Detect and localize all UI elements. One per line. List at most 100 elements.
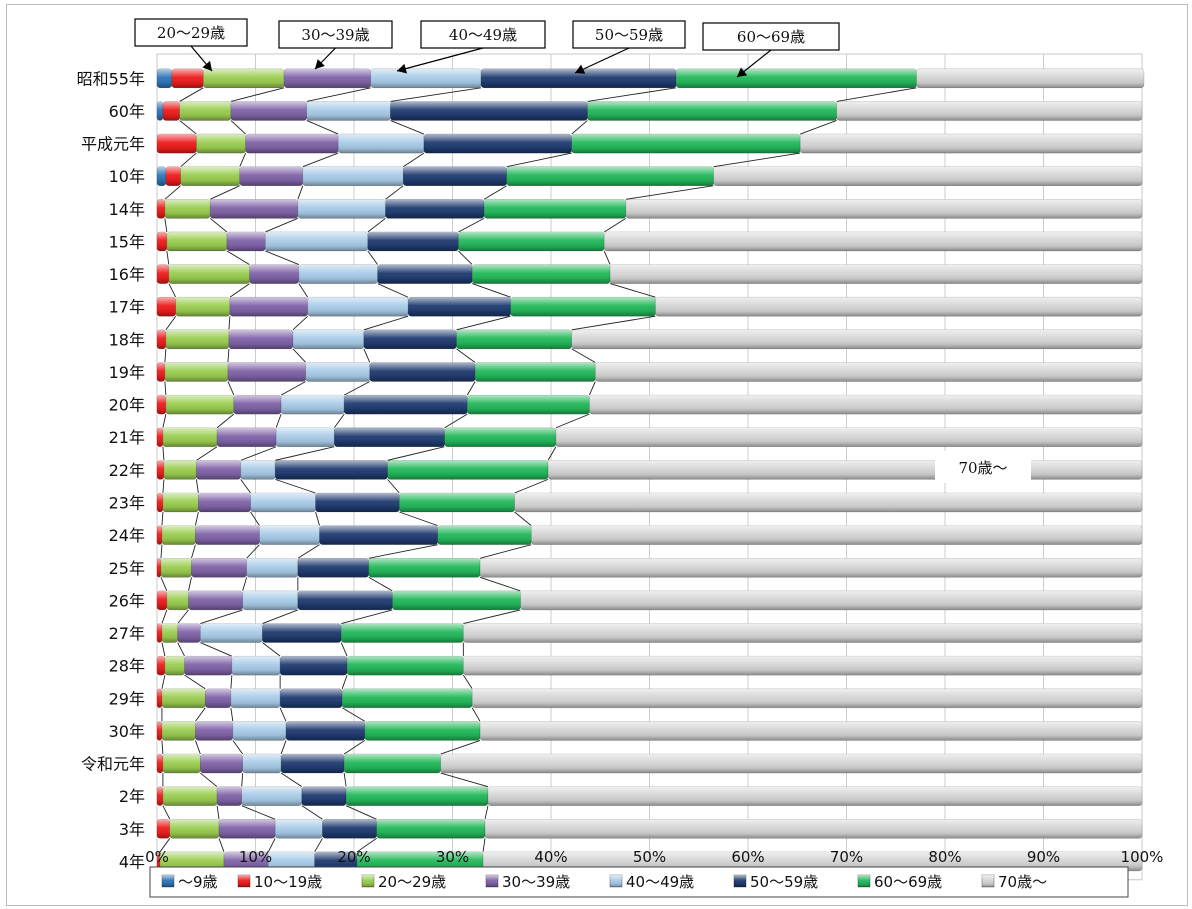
- callout-arrowhead: [737, 67, 748, 77]
- series-connector: [547, 446, 557, 461]
- bar-shading: [157, 590, 167, 610]
- callout-box-plain: [935, 451, 1031, 483]
- bar-shading: [230, 688, 281, 708]
- bar-shading: [390, 101, 588, 121]
- series-connector: [368, 576, 393, 592]
- series-connector: [363, 348, 371, 363]
- legend-label: 40〜49歳: [626, 873, 694, 891]
- value-axis: 0% 10% 20% 30% 40% 50% 60% 70% 80% 90% 100%: [145, 848, 1163, 866]
- bar-shading: [506, 166, 714, 186]
- series-connector: [440, 772, 489, 788]
- x-tick-label: 90%: [1027, 848, 1060, 866]
- series-connector: [571, 348, 596, 363]
- series-connector: [306, 120, 339, 135]
- series-connector: [216, 413, 235, 429]
- bar-shading: [368, 558, 481, 578]
- series-connector: [609, 283, 656, 298]
- series-connector: [232, 740, 244, 755]
- series-connector: [230, 87, 285, 102]
- series-connector: [194, 511, 199, 526]
- bar-shading: [157, 558, 161, 578]
- series-connector: [280, 772, 303, 788]
- bar-shading: [292, 329, 364, 349]
- series-connector: [250, 511, 260, 526]
- bar-shading: [157, 362, 165, 382]
- bar-shading: [571, 134, 801, 154]
- bar-shading: [342, 688, 473, 708]
- category-label: 23年: [109, 494, 145, 513]
- series-connector: [162, 414, 167, 428]
- bar-shading: [437, 525, 532, 545]
- series-connector: [160, 577, 168, 592]
- series-connector: [483, 185, 507, 200]
- bar-shading: [157, 134, 197, 154]
- callout-layer: 20〜29歳 30〜39歳 40〜49歳 50〜59歳 60〜69歳 70歳〜: [134, 18, 1031, 483]
- series-connector: [387, 479, 400, 494]
- bar-shading: [168, 264, 250, 284]
- series-connector: [297, 544, 320, 559]
- series-connector: [196, 446, 218, 461]
- series-connector: [195, 707, 206, 722]
- legend: 〜9歳 10〜19歳 20〜29歳 30〜39歳 40〜49歳 50〜59歳 60〜69歳 7…: [149, 866, 1129, 898]
- bar-shading: [161, 525, 196, 545]
- bar-shading: [472, 264, 611, 284]
- series-connector: [456, 348, 476, 363]
- series-connector: [345, 805, 377, 820]
- series-connector: [159, 838, 171, 853]
- series-connector: [472, 283, 511, 298]
- x-tick-label: 0%: [145, 848, 169, 866]
- bar-shading: [322, 819, 377, 839]
- category-label: 22年: [109, 461, 145, 480]
- bar-shading: [250, 493, 316, 513]
- bar-shading: [175, 297, 230, 317]
- bar-shading: [200, 623, 263, 643]
- series-connector: [836, 87, 917, 102]
- series-connector: [161, 609, 168, 624]
- series-connector: [462, 674, 473, 690]
- series-connector: [471, 707, 481, 722]
- series-connector: [177, 642, 185, 657]
- bar-shading: [165, 166, 181, 186]
- bar-shading: [356, 851, 484, 871]
- bar-shading: [625, 199, 1142, 219]
- bar-shading: [338, 134, 424, 154]
- bar-shading: [164, 199, 211, 219]
- bar-shading: [275, 460, 388, 480]
- bar-shading: [341, 623, 464, 643]
- series-connector: [161, 511, 164, 526]
- bar-shading: [231, 656, 281, 676]
- series-connector: [200, 609, 243, 624]
- legend-label: 60〜69歳: [874, 873, 942, 891]
- series-connector: [390, 87, 482, 102]
- bar-shading: [163, 460, 197, 480]
- bar-shading: [385, 199, 485, 219]
- series-connector: [161, 740, 164, 755]
- legend-label: 70歳〜: [998, 873, 1047, 891]
- callout-arrowhead: [575, 64, 586, 74]
- bar-shading: [177, 623, 201, 643]
- category-label: 18年: [109, 330, 145, 349]
- bar-shading: [463, 656, 1143, 676]
- series-connector: [279, 707, 287, 722]
- series-connector: [164, 348, 167, 363]
- x-tick-label: 80%: [928, 848, 961, 866]
- series-connector: [297, 185, 304, 200]
- series-connector: [240, 479, 251, 494]
- series-connector: [292, 348, 307, 363]
- bar-shading: [281, 395, 345, 415]
- bar-shading: [346, 786, 488, 806]
- bar-shading: [485, 819, 1142, 839]
- category-label: 10年: [109, 167, 145, 186]
- series-connector: [571, 120, 588, 135]
- bar-shading: [836, 101, 1142, 121]
- series-connector: [162, 446, 165, 461]
- bar-shading: [286, 721, 365, 741]
- bar-shading: [171, 68, 204, 88]
- callout-label: 40〜49歳: [449, 26, 517, 44]
- bar-shading: [217, 786, 242, 806]
- series-connector: [466, 381, 476, 396]
- series-connector: [165, 315, 177, 331]
- bar-shading: [265, 231, 368, 251]
- series-connector: [228, 316, 231, 330]
- bar-shading: [463, 623, 1143, 643]
